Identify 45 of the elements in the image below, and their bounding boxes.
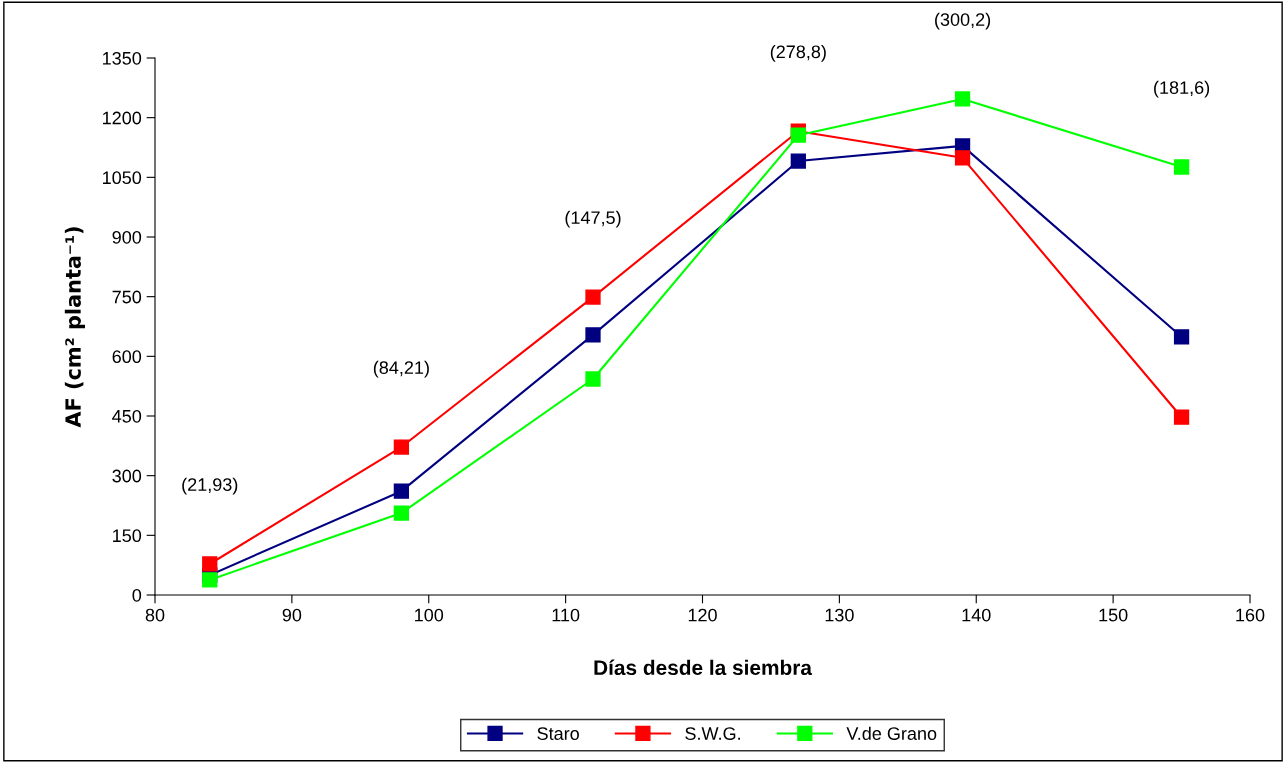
annotation: (21,93) bbox=[182, 477, 238, 495]
y-tick-label: 0 bbox=[132, 588, 142, 602]
point bbox=[790, 153, 806, 169]
x-tick-label: 90 bbox=[282, 608, 302, 622]
x-tick-label: 120 bbox=[688, 608, 717, 622]
annotation: (147,5) bbox=[565, 210, 621, 228]
x-tick-label: 110 bbox=[552, 608, 580, 622]
annotation: (181,6) bbox=[1154, 80, 1210, 98]
point bbox=[393, 483, 410, 499]
y-tick-label: 300 bbox=[112, 469, 142, 483]
point bbox=[1173, 329, 1190, 345]
y-tick-label: 900 bbox=[112, 230, 142, 244]
y-tick-label: 600 bbox=[112, 350, 142, 364]
y-tick-label: 1050 bbox=[103, 171, 142, 185]
legend-label: S.W.G. bbox=[685, 727, 740, 740]
point bbox=[790, 127, 806, 143]
point bbox=[585, 327, 601, 343]
legend-label: Staro bbox=[537, 727, 579, 740]
point bbox=[393, 439, 410, 455]
x-tick-label: 160 bbox=[1236, 608, 1265, 622]
point bbox=[954, 91, 971, 107]
x-tick-label: 130 bbox=[825, 608, 854, 622]
x-tick-label: 150 bbox=[1099, 608, 1128, 622]
point bbox=[954, 150, 971, 166]
point bbox=[1173, 409, 1190, 425]
x-tick-label: 140 bbox=[962, 608, 991, 622]
annotation: (84,21) bbox=[373, 360, 429, 378]
point bbox=[202, 556, 218, 572]
y-tick-label: 750 bbox=[112, 290, 142, 304]
legend-label: V.de Grano bbox=[846, 726, 937, 740]
point bbox=[202, 572, 218, 588]
y-axis-title: AF (cm² planta⁻¹) bbox=[64, 227, 85, 428]
point bbox=[1173, 159, 1190, 175]
annotation: (278,8) bbox=[770, 44, 826, 62]
point bbox=[585, 371, 601, 387]
point bbox=[585, 289, 601, 305]
y-tick-label: 150 bbox=[113, 529, 142, 543]
x-tick-label: 100 bbox=[415, 608, 444, 622]
point bbox=[393, 505, 410, 521]
y-tick-label: 450 bbox=[112, 409, 142, 423]
x-tick-label: 80 bbox=[145, 608, 165, 622]
y-tick-label: 1350 bbox=[103, 51, 142, 65]
text: (300,2) bbox=[935, 12, 991, 30]
x-axis-title: Días desde la siembra bbox=[594, 659, 813, 676]
y-tick-label: 1200 bbox=[103, 111, 142, 125]
